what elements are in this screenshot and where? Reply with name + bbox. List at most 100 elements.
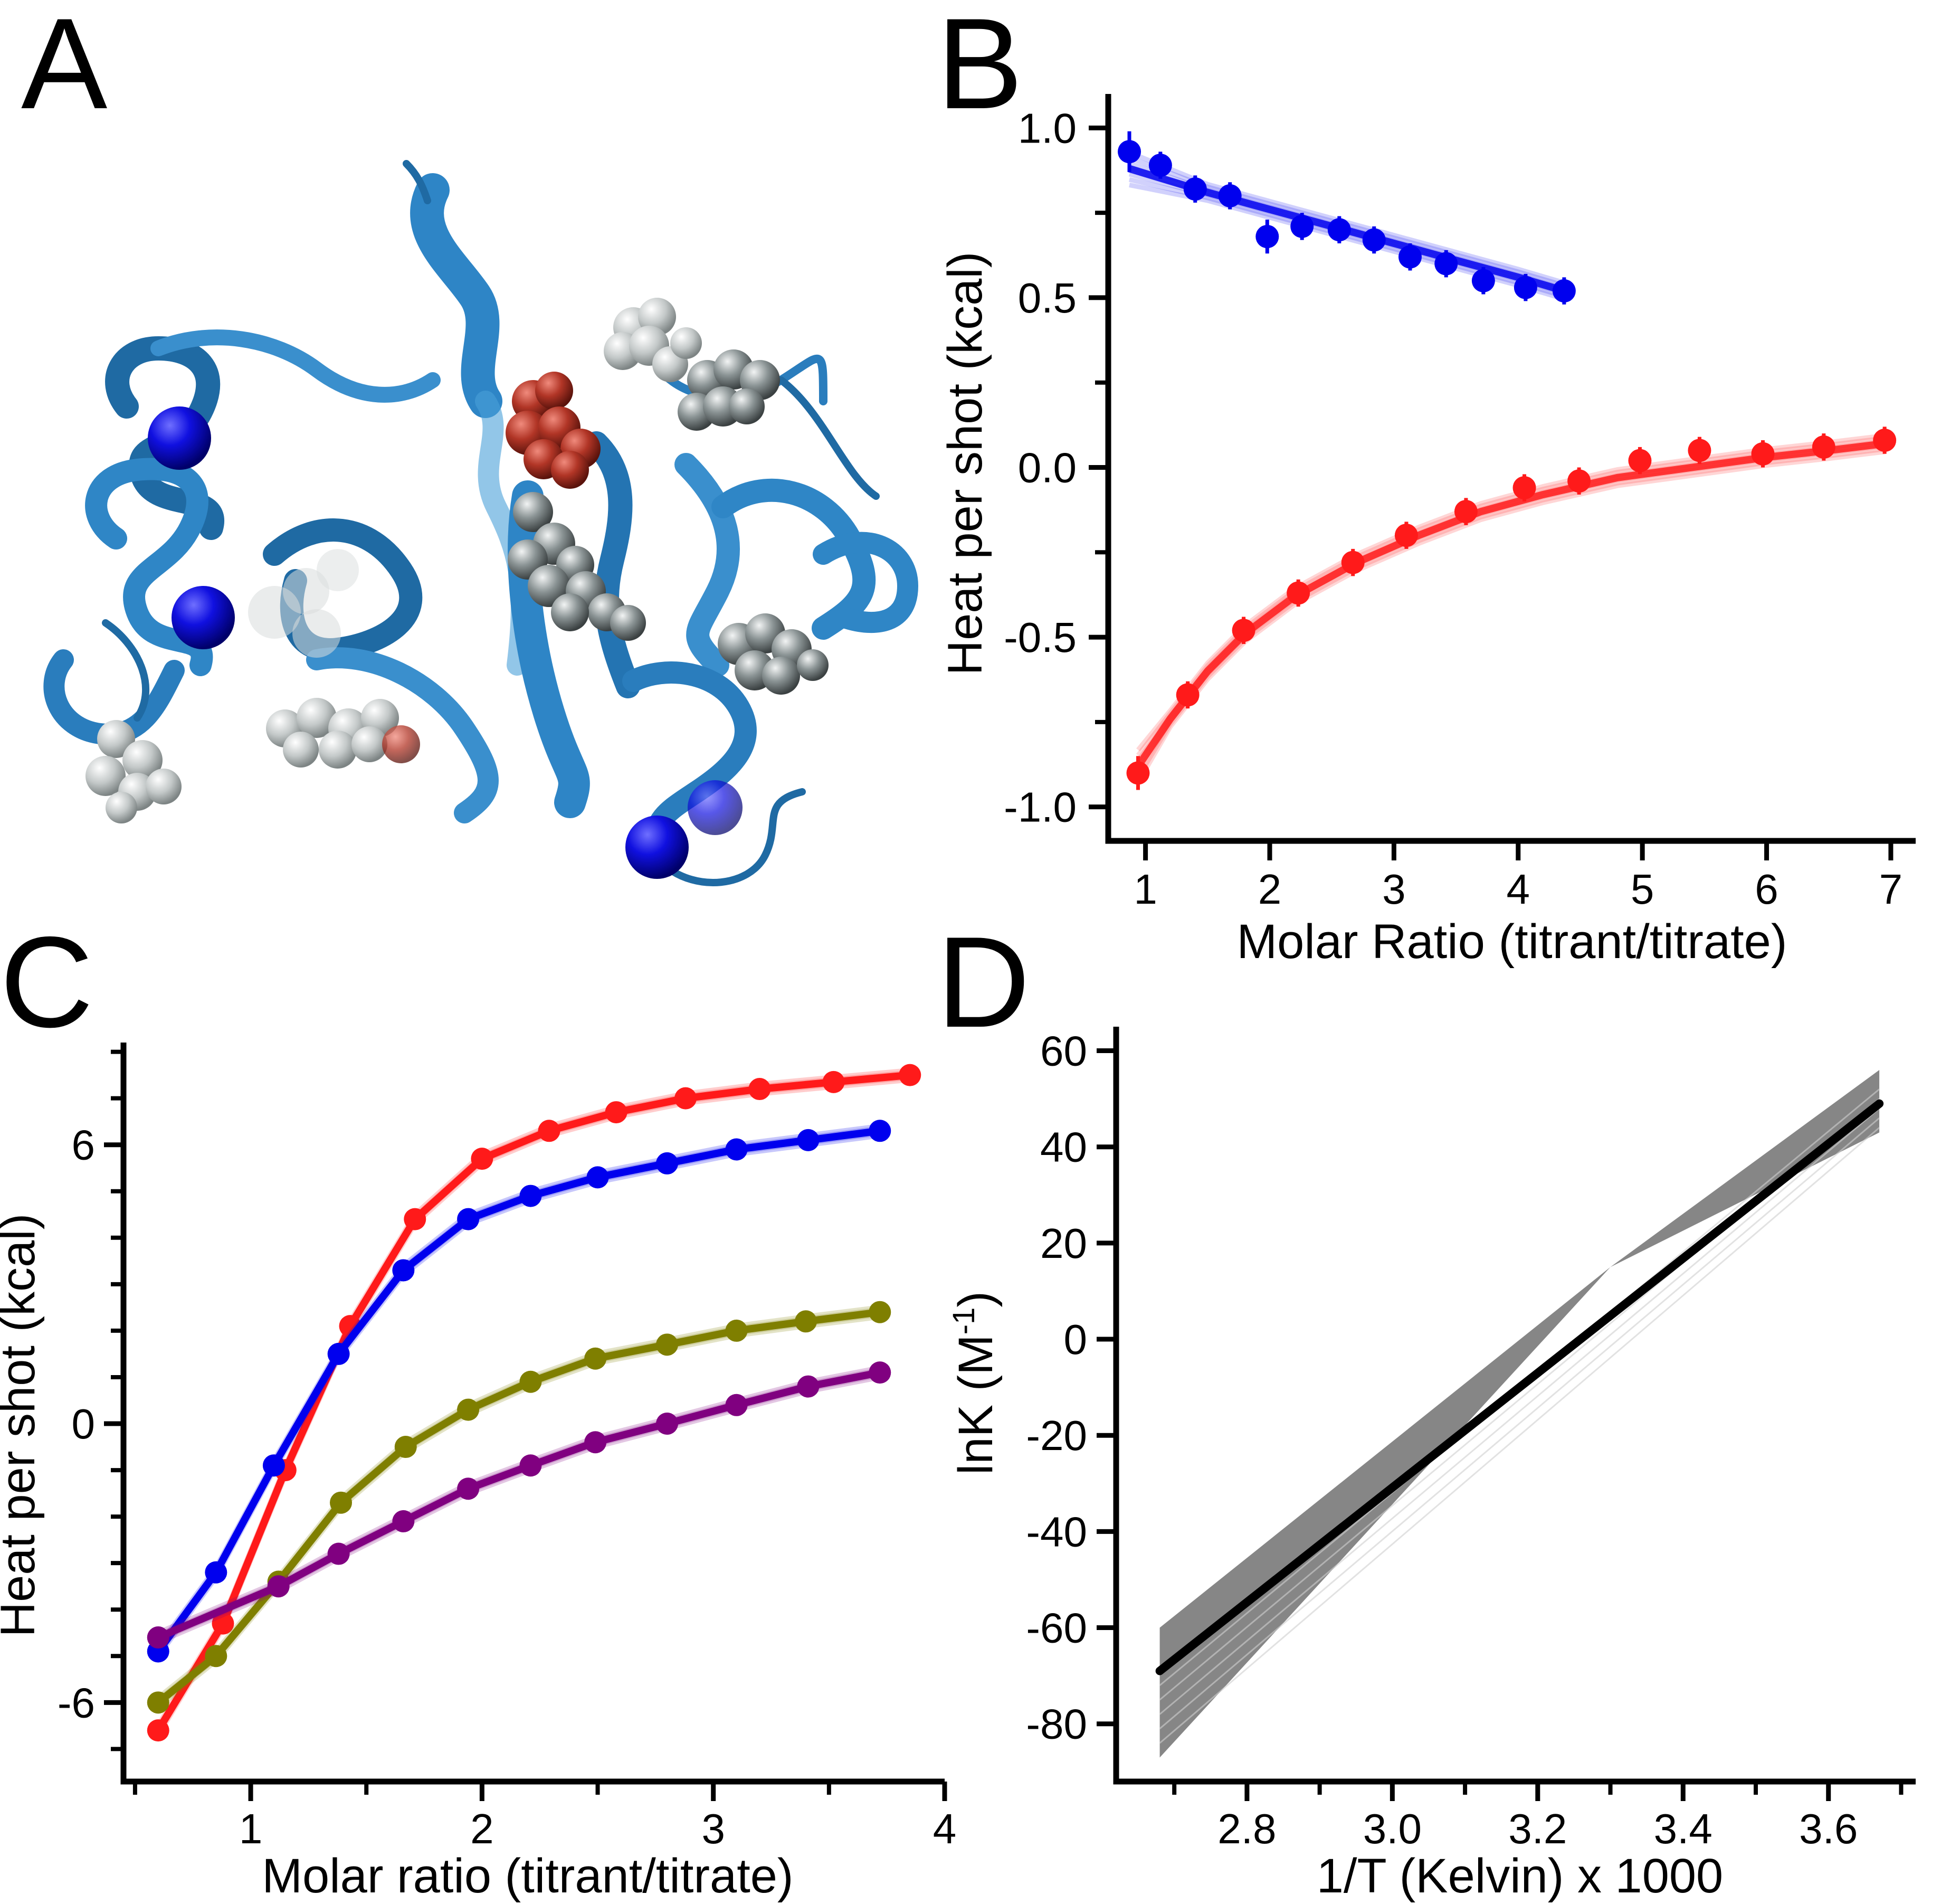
y-tick-label: 0.0 <box>1018 444 1077 491</box>
x-tick-label: 3.2 <box>1508 1805 1567 1852</box>
x-tick-label: 1 <box>1134 866 1157 913</box>
data-point <box>725 1319 748 1342</box>
data-point <box>267 1575 290 1598</box>
y-tick-label: 20 <box>1040 1220 1087 1267</box>
panel-label-d: D <box>937 910 1030 1054</box>
data-point <box>457 1398 480 1421</box>
panel-d-ticks: 2.8 3.0 3.2 3.4 3.6 -80 -60 -40 -20 0 20 40 60 <box>1026 1028 1904 1852</box>
data-point <box>519 1185 542 1207</box>
data-point <box>1126 761 1150 785</box>
ensemble-line <box>1159 1107 1880 1715</box>
gray-ligand-spheres <box>85 298 829 823</box>
data-point <box>656 1333 679 1356</box>
panel-b-fit-bands <box>1128 150 1886 784</box>
data-point <box>869 1361 891 1384</box>
panel-label-a: A <box>21 0 107 136</box>
data-point <box>797 1129 820 1151</box>
data-point <box>1688 439 1711 462</box>
data-point <box>1183 177 1207 201</box>
y-tick-label: -60 <box>1026 1605 1087 1652</box>
ensemble-line <box>1159 1127 1880 1744</box>
y-tick-label: -1.0 <box>1004 784 1077 831</box>
uncertainty-band <box>1159 1070 1880 1758</box>
x-tick-label: 7 <box>1879 866 1903 913</box>
fit-ensemble-line <box>1136 441 1885 768</box>
data-point <box>1148 154 1172 177</box>
data-point <box>1552 279 1576 303</box>
panel-c-y-axis-label: Heat per shot (kcal) <box>0 1214 45 1637</box>
x-tick-label: 2 <box>470 1805 494 1852</box>
data-point <box>1567 469 1591 493</box>
y-tick-label: 0 <box>1064 1316 1088 1363</box>
panel-c-series <box>147 1064 921 1742</box>
fit-ensemble-line <box>156 1307 880 1702</box>
data-point <box>605 1101 627 1124</box>
y-tick-label: -80 <box>1026 1701 1087 1748</box>
y-tick-label: 60 <box>1040 1028 1087 1075</box>
fit-ensemble-line <box>156 1070 910 1730</box>
data-point <box>147 1626 169 1649</box>
data-point <box>394 1436 417 1458</box>
data-point <box>392 1510 415 1532</box>
data-point <box>1290 214 1314 238</box>
fit-ensemble-line <box>1136 449 1885 784</box>
data-point <box>457 1477 480 1500</box>
x-tick-label: 6 <box>1755 866 1778 913</box>
panel-d-x-axis-label: 1/T (Kelvin) x 1000 <box>1317 1849 1723 1903</box>
data-point <box>538 1120 560 1142</box>
fit-ensemble-line <box>1136 435 1885 757</box>
data-point <box>1176 683 1200 707</box>
data-point <box>1514 276 1537 299</box>
x-tick-label: 4 <box>1507 866 1530 913</box>
data-point <box>1434 252 1458 276</box>
data-point <box>1628 449 1652 472</box>
data-point <box>1454 500 1478 524</box>
panel-d-y-axis-label-end: ) <box>949 1291 1003 1308</box>
panel-c-ticks: 1 2 3 4 -6 0 6 <box>58 1049 956 1852</box>
panel-c-chart: 1 2 3 4 -6 0 6 Molar ratio (titrant/titrate) H… <box>0 1043 956 1903</box>
fit-ensemble-line <box>156 1067 910 1727</box>
series-line <box>155 1071 910 1732</box>
panel-label-c: C <box>0 910 93 1054</box>
data-point <box>584 1347 607 1370</box>
data-point <box>656 1413 679 1435</box>
data-point <box>1398 245 1422 269</box>
data-point <box>674 1087 697 1110</box>
data-point <box>869 1120 891 1142</box>
panel-c-x-axis-label: Molar ratio (titrant/titrate) <box>262 1849 793 1903</box>
data-point <box>725 1394 748 1416</box>
panel-label-b: B <box>937 0 1023 136</box>
red-ligand-spheres <box>382 372 601 763</box>
data-point <box>822 1071 845 1093</box>
x-tick-label: 3.4 <box>1654 1805 1712 1852</box>
data-point <box>1812 435 1835 459</box>
data-point <box>1287 581 1310 605</box>
panel-b-markers <box>1118 131 1897 790</box>
x-tick-label: 3.6 <box>1799 1805 1858 1852</box>
panel-b-y-axis-label: Heat per shot (kcal) <box>938 252 992 676</box>
x-tick-label: 3 <box>1382 866 1406 913</box>
y-tick-label: 40 <box>1040 1124 1087 1171</box>
fit-ensemble-line <box>1136 447 1885 779</box>
data-point <box>519 1454 542 1477</box>
data-point <box>327 1342 350 1365</box>
data-point <box>330 1491 353 1514</box>
data-point <box>519 1370 542 1393</box>
fit-ensemble-line <box>1128 155 1565 288</box>
data-point <box>797 1375 820 1398</box>
data-point <box>1218 184 1242 207</box>
data-point <box>725 1138 748 1161</box>
panel-d-axes <box>1113 1027 1916 1785</box>
data-point <box>457 1208 480 1230</box>
x-tick-label: 5 <box>1631 866 1654 913</box>
data-point <box>147 1691 169 1714</box>
panel-d-fit-line <box>1155 1099 1884 1675</box>
data-point <box>1362 228 1386 252</box>
data-point <box>1873 429 1897 452</box>
data-point <box>586 1166 609 1189</box>
y-tick-label: 0 <box>72 1400 96 1447</box>
y-tick-label: 0.5 <box>1018 274 1077 321</box>
data-point <box>392 1259 415 1282</box>
blue-ion-spheres <box>148 406 743 879</box>
